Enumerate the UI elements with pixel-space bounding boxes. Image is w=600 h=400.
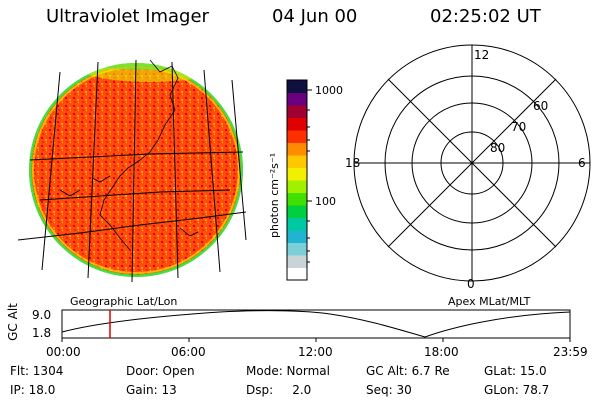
mlat-60-label: 60	[533, 99, 548, 113]
colorbar-swatch	[287, 180, 307, 193]
colorbar-swatch	[287, 92, 307, 106]
coastline	[59, 59, 199, 251]
xtick-2359: 23:59	[553, 345, 588, 359]
uv-disk	[29, 63, 243, 277]
geographic-caption: Geographic Lat/Lon	[70, 295, 178, 308]
colorbar-swatch	[287, 130, 307, 143]
colorbar-swatch	[287, 217, 307, 231]
date-label: 04 Jun 00	[272, 6, 358, 27]
altitude-plot	[61, 309, 571, 342]
geo-longitude: GLon: 78.7	[484, 383, 550, 397]
ip-value: IP: 18.0	[10, 383, 56, 397]
colorbar-swatch	[287, 142, 307, 156]
altitude-ytick-top: 9.0	[32, 308, 52, 322]
colorbar-unit-label: photon cm⁻²s⁻¹	[268, 153, 281, 238]
colorbar-swatch	[287, 117, 307, 131]
door-status: Door: Open	[126, 364, 195, 378]
altitude-ylabel: GC Alt	[6, 303, 20, 341]
mlt-12-label: 12	[474, 48, 489, 62]
altitude-ytick-bottom: 1.8	[32, 326, 52, 340]
mlat-80-label: 80	[490, 141, 505, 155]
xtick-1200: 12:00	[298, 345, 333, 359]
instrument-title: Ultraviolet Imager	[46, 6, 209, 27]
colorbar-swatch	[287, 155, 307, 168]
sequence-value: Seq: 30	[366, 383, 412, 397]
mlat-70-label: 70	[511, 120, 526, 134]
geo-latitude: GLat: 15.0	[484, 364, 547, 378]
gc-altitude: GC Alt: 6.7 Re	[366, 364, 450, 378]
colorbar	[287, 80, 307, 281]
colorbar-swatch	[287, 267, 307, 281]
dsp-value: Dsp: 2.0	[246, 383, 312, 397]
time-label: 02:25:02 UT	[430, 6, 541, 27]
mlt-18-label: 18	[345, 156, 360, 170]
colorbar-tick-1000: 1000	[315, 84, 343, 97]
colorbar-swatch	[287, 230, 307, 243]
gain-value: Gain: 13	[126, 383, 177, 397]
flight-number: Flt: 1304	[10, 364, 64, 378]
graticule	[17, 59, 247, 283]
colorbar-swatch	[287, 167, 307, 181]
xtick-1800: 18:00	[424, 345, 459, 359]
colorbar-swatch	[287, 80, 307, 93]
polar-caption: Apex MLat/MLT	[448, 295, 531, 308]
colorbar-swatch	[287, 242, 307, 256]
colorbar-tick-100: 100	[315, 195, 336, 208]
polar-plot	[353, 44, 591, 282]
colorbar-swatch	[287, 255, 307, 268]
xtick-0000: 00:00	[46, 345, 81, 359]
xtick-0600: 06:00	[171, 345, 206, 359]
mode-value: Mode: Normal	[246, 364, 330, 378]
mlt-0-label: 0	[467, 277, 475, 291]
colorbar-swatch	[287, 105, 307, 118]
mlt-6-label: 6	[578, 156, 586, 170]
colorbar-swatch	[287, 192, 307, 206]
colorbar-swatch	[287, 205, 307, 218]
